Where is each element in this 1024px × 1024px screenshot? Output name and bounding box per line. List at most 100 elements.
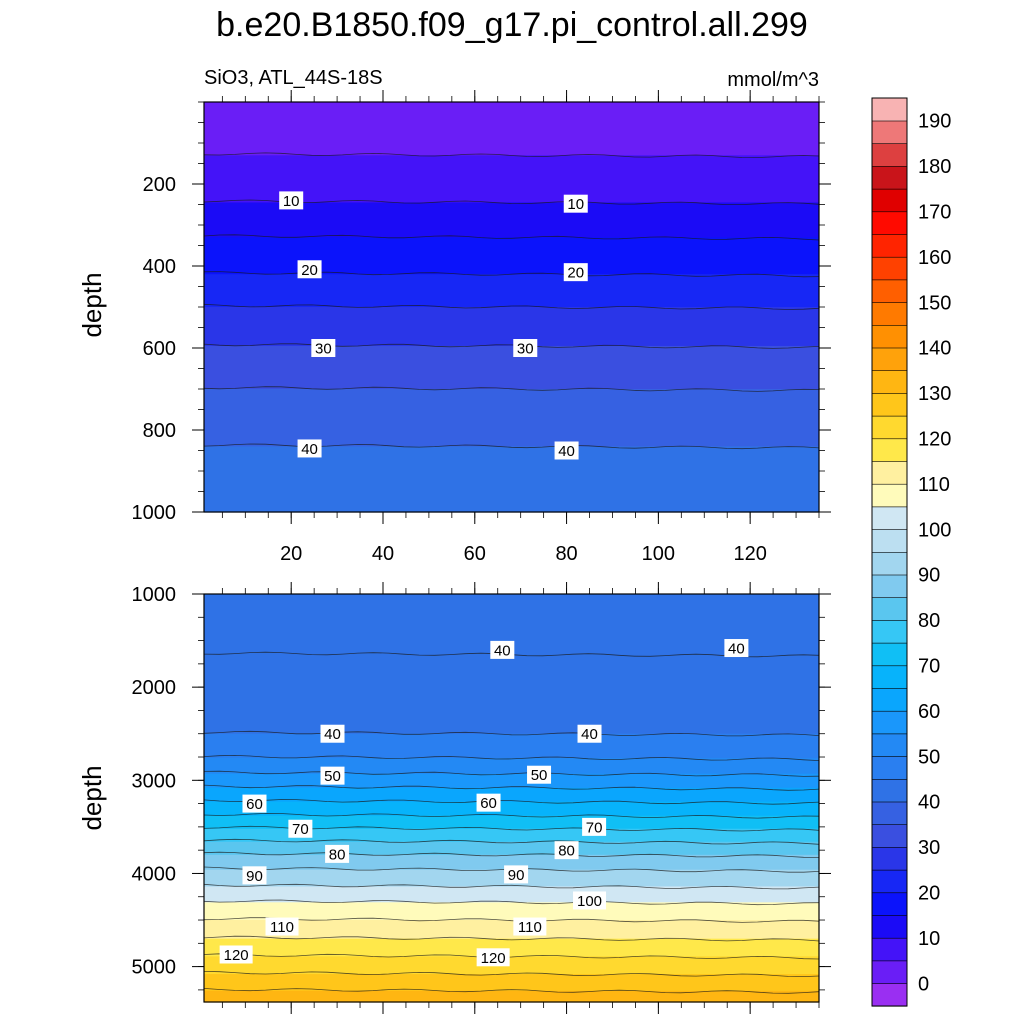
contour-band (204, 920, 819, 940)
contour-band (204, 828, 819, 843)
upper-y-axis-label: depth (77, 272, 107, 337)
subtitle-left: SiO3, ATL_44S-18S (204, 67, 383, 89)
colorbar-tick-label: 190 (918, 111, 951, 133)
contour-label: 30 (513, 339, 538, 358)
svg-text:10: 10 (283, 193, 300, 210)
contour-label: 30 (311, 339, 336, 358)
colorbar-tick-label: 50 (918, 746, 940, 768)
colorbar-swatch (871, 960, 908, 984)
colorbar-swatch (871, 460, 908, 485)
colorbar-tick-label: 120 (918, 429, 951, 451)
colorbar-tick-label: 170 (918, 202, 951, 224)
svg-text:30: 30 (517, 341, 534, 358)
contour-band (204, 902, 819, 921)
contour-label: 40 (297, 439, 322, 458)
contour-line (203, 799, 820, 805)
y-tick-label: 800 (143, 420, 176, 442)
contour-line (203, 838, 820, 845)
svg-text:40: 40 (324, 726, 341, 743)
colorbar-swatch (871, 97, 908, 122)
colorbar-swatch (871, 551, 908, 576)
colorbar-tick-label: 10 (918, 928, 940, 950)
y-tick-label: 200 (143, 174, 176, 196)
colorbar-swatch (871, 120, 908, 144)
colorbar-tick-label: 180 (918, 156, 951, 178)
colorbar-swatch (871, 846, 908, 871)
svg-text:40: 40 (581, 726, 598, 743)
contour-line (203, 953, 820, 960)
colorbar-tick-label: 20 (918, 883, 940, 905)
contour-label: 120 (476, 948, 510, 967)
y-tick-label: 1000 (132, 502, 177, 524)
colorbar-tick-label: 130 (918, 383, 951, 405)
contour-band (204, 815, 819, 830)
colorbar-swatch (871, 778, 908, 803)
colorbar-swatch (871, 574, 908, 599)
colorbar-swatch (871, 687, 908, 712)
contour-label: 80 (554, 841, 579, 860)
contour-label: 100 (573, 891, 607, 910)
figure-title: b.e20.B1850.f09_g17.pi_control.all.299 (216, 6, 808, 44)
contour-band (204, 237, 819, 275)
contour-line (203, 303, 820, 310)
contour-band (204, 801, 819, 817)
svg-text:20: 20 (567, 265, 584, 282)
x-tick-label: 100 (642, 543, 675, 565)
colorbar-tick-label: 30 (918, 837, 940, 859)
colorbar-swatch (871, 824, 908, 848)
colorbar-tick-label: 0 (918, 973, 929, 995)
svg-text:60: 60 (246, 796, 263, 813)
svg-text:110: 110 (518, 919, 542, 936)
colorbar-tick-label: 80 (918, 610, 940, 632)
contour-band (204, 155, 819, 204)
contour-label: 120 (219, 945, 253, 964)
contour-line (203, 917, 820, 923)
svg-text:50: 50 (531, 767, 548, 784)
contour-band (204, 202, 819, 238)
svg-text:50: 50 (324, 768, 341, 785)
svg-text:40: 40 (558, 443, 575, 460)
colorbar-swatch (871, 392, 908, 417)
svg-text:40: 40 (301, 441, 318, 458)
colorbar-swatch (871, 937, 908, 962)
contour-line (203, 851, 820, 858)
colorbar-swatch (871, 483, 908, 508)
svg-text:110: 110 (270, 919, 294, 936)
svg-text:30: 30 (315, 341, 332, 358)
colorbar-tick-label: 110 (918, 474, 950, 496)
contour-band (204, 307, 819, 347)
contour-label: 110 (513, 917, 547, 936)
svg-text:40: 40 (728, 641, 745, 658)
contour-line (203, 754, 820, 761)
colorbar-swatch (871, 347, 908, 372)
colorbar-swatch (871, 211, 908, 235)
svg-text:100: 100 (577, 893, 602, 910)
svg-text:80: 80 (329, 846, 346, 863)
colorbar-swatch (871, 914, 908, 939)
y-tick-label: 3000 (132, 770, 177, 792)
colorbar-swatch (871, 256, 908, 281)
contour-band (204, 974, 819, 992)
colorbar-frame (871, 97, 908, 1007)
colorbar-tick-label: 150 (918, 292, 951, 314)
contour-band (204, 886, 819, 903)
contour-label: 40 (554, 441, 579, 460)
contour-band (204, 389, 819, 447)
x-tick-label: 20 (280, 543, 302, 565)
contour-line (203, 386, 820, 392)
contour-band (204, 345, 819, 390)
lower-panel: 40 40 40 40 50 50 60 60 70 70 80 80 90 90 100 110 110 120… (132, 582, 831, 1014)
colorbar-swatch (871, 438, 908, 462)
contour-line (203, 730, 820, 737)
contour-line (203, 883, 820, 890)
colorbar-swatch (871, 710, 908, 735)
colorbar-tick-label: 70 (918, 656, 940, 678)
contour-label: 40 (577, 724, 602, 743)
contour-band (204, 787, 819, 803)
svg-text:90: 90 (508, 867, 525, 884)
colorbar-swatch (871, 370, 908, 394)
contour-line (203, 812, 820, 819)
contour-band (204, 757, 819, 775)
contour-band (204, 956, 819, 975)
